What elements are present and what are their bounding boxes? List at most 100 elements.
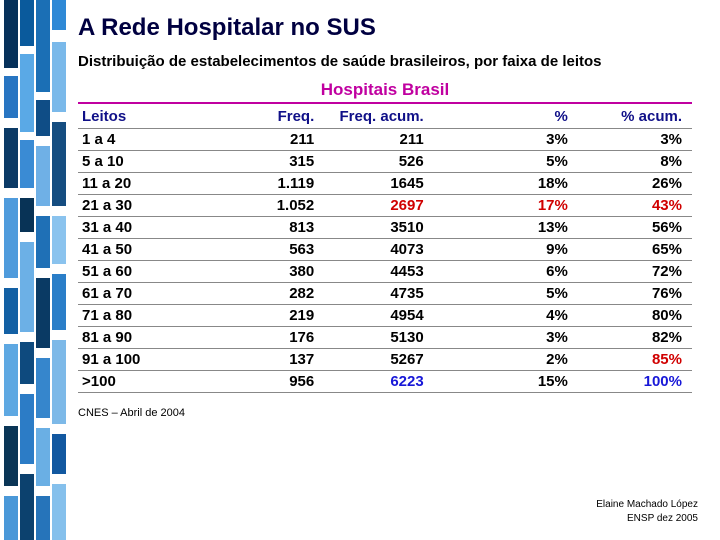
table-cell: 72% bbox=[572, 261, 692, 283]
table-cell: 5% bbox=[452, 283, 572, 305]
table-cell: 813 bbox=[198, 217, 318, 239]
col-header-pct-acum: % acum. bbox=[572, 106, 692, 129]
sidebar-stripe bbox=[52, 0, 66, 30]
table-cell: 3% bbox=[572, 129, 692, 151]
table-cell: 31 a 40 bbox=[78, 217, 198, 239]
table-cell: 211 bbox=[198, 129, 318, 151]
table-cell: 3510 bbox=[318, 217, 451, 239]
table-row: 21 a 301.052269717%43% bbox=[78, 195, 692, 217]
sidebar-stripe bbox=[36, 278, 50, 348]
sidebar-stripe bbox=[52, 484, 66, 540]
table-cell: 5130 bbox=[318, 327, 451, 349]
table-cell: 956 bbox=[198, 371, 318, 393]
table-cell: 315 bbox=[198, 151, 318, 173]
table-cell: 18% bbox=[452, 173, 572, 195]
col-header-pct: % bbox=[452, 106, 572, 129]
table-cell: 380 bbox=[198, 261, 318, 283]
table-cell: 91 a 100 bbox=[78, 349, 198, 371]
data-source-note: CNES – Abril de 2004 bbox=[78, 407, 702, 419]
table-row: >100956622315%100% bbox=[78, 371, 692, 393]
table-cell: 282 bbox=[198, 283, 318, 305]
table-cell: 82% bbox=[572, 327, 692, 349]
table-cell: 1 a 4 bbox=[78, 129, 198, 151]
sidebar-stripe bbox=[20, 394, 34, 464]
sidebar-stripe bbox=[36, 496, 50, 540]
table-row: 61 a 7028247355%76% bbox=[78, 283, 692, 305]
table-row: 91 a 10013752672%85% bbox=[78, 349, 692, 371]
table-cell: 100% bbox=[572, 371, 692, 393]
table-cell: 85% bbox=[572, 349, 692, 371]
sidebar-stripe bbox=[20, 242, 34, 332]
slide-footer: Elaine Machado López ENSP dez 2005 bbox=[596, 498, 698, 526]
sidebar-stripe bbox=[4, 344, 18, 416]
page-subtitle: Distribuição de estabelecimentos de saúd… bbox=[78, 52, 702, 72]
table-cell: 9% bbox=[452, 239, 572, 261]
table-cell: 1.119 bbox=[198, 173, 318, 195]
table-cell: 176 bbox=[198, 327, 318, 349]
table-cell: 526 bbox=[318, 151, 451, 173]
col-header-freq-acum: Freq. acum. bbox=[318, 106, 451, 129]
table-cell: 3% bbox=[452, 327, 572, 349]
table-cell: 15% bbox=[452, 371, 572, 393]
table-cell: 71 a 80 bbox=[78, 305, 198, 327]
table-row: 51 a 6038044536%72% bbox=[78, 261, 692, 283]
sidebar-stripe bbox=[36, 358, 50, 418]
sidebar-stripe bbox=[4, 288, 18, 334]
table-cell: 26% bbox=[572, 173, 692, 195]
sidebar-stripe bbox=[4, 198, 18, 278]
sidebar-stripe bbox=[52, 42, 66, 112]
table-body: 1 a 42112113%3%5 a 103155265%8%11 a 201.… bbox=[78, 129, 692, 393]
sidebar-stripe bbox=[36, 100, 50, 136]
table-cell: 4% bbox=[452, 305, 572, 327]
table-cell: 11 a 20 bbox=[78, 173, 198, 195]
decorative-sidebar bbox=[0, 0, 72, 540]
table-row: 31 a 40813351013%56% bbox=[78, 217, 692, 239]
table-row: 41 a 5056340739%65% bbox=[78, 239, 692, 261]
sidebar-stripe bbox=[36, 428, 50, 486]
table-cell: 81 a 90 bbox=[78, 327, 198, 349]
sidebar-stripe bbox=[52, 122, 66, 206]
table-cell: >100 bbox=[78, 371, 198, 393]
table-cell: 5 a 10 bbox=[78, 151, 198, 173]
sidebar-stripe bbox=[20, 140, 34, 188]
sidebar-stripe bbox=[20, 0, 34, 46]
table-cell: 211 bbox=[318, 129, 451, 151]
table-cell: 17% bbox=[452, 195, 572, 217]
sidebar-stripe bbox=[52, 274, 66, 330]
sidebar-stripe bbox=[36, 216, 50, 268]
sidebar-stripe bbox=[20, 198, 34, 232]
sidebar-stripe bbox=[4, 128, 18, 188]
hospitals-table-block: Hospitais Brasil Leitos Freq. Freq. acum… bbox=[78, 80, 692, 394]
table-cell: 2% bbox=[452, 349, 572, 371]
table-cell: 61 a 70 bbox=[78, 283, 198, 305]
sidebar-stripe bbox=[52, 434, 66, 474]
table-cell: 1.052 bbox=[198, 195, 318, 217]
table-cell: 6% bbox=[452, 261, 572, 283]
table-row: 1 a 42112113%3% bbox=[78, 129, 692, 151]
table-header-row: Leitos Freq. Freq. acum. % % acum. bbox=[78, 106, 692, 129]
table-cell: 6223 bbox=[318, 371, 451, 393]
table-cell: 65% bbox=[572, 239, 692, 261]
sidebar-stripe bbox=[52, 216, 66, 264]
col-header-leitos: Leitos bbox=[78, 106, 198, 129]
sidebar-stripe bbox=[4, 426, 18, 486]
sidebar-stripe bbox=[20, 54, 34, 132]
col-header-freq: Freq. bbox=[198, 106, 318, 129]
table-cell: 41 a 50 bbox=[78, 239, 198, 261]
table-cell: 1645 bbox=[318, 173, 451, 195]
chart-title: Hospitais Brasil bbox=[78, 80, 692, 104]
table-cell: 2697 bbox=[318, 195, 451, 217]
sidebar-stripe bbox=[20, 474, 34, 540]
footer-author: Elaine Machado López bbox=[596, 498, 698, 512]
table-cell: 43% bbox=[572, 195, 692, 217]
table-cell: 8% bbox=[572, 151, 692, 173]
slide-content: A Rede Hospitalar no SUS Distribuição de… bbox=[78, 14, 702, 419]
sidebar-stripe bbox=[36, 0, 50, 92]
hospitals-table: Leitos Freq. Freq. acum. % % acum. 1 a 4… bbox=[78, 106, 692, 394]
table-cell: 4073 bbox=[318, 239, 451, 261]
sidebar-stripe bbox=[4, 496, 18, 540]
sidebar-stripe bbox=[36, 146, 50, 206]
table-cell: 56% bbox=[572, 217, 692, 239]
table-cell: 4954 bbox=[318, 305, 451, 327]
table-cell: 13% bbox=[452, 217, 572, 239]
